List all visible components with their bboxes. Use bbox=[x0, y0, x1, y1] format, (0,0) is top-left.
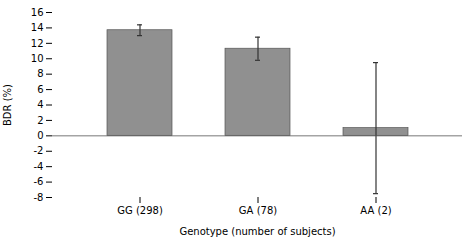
svg-text:BDR (%): BDR (%) bbox=[2, 84, 13, 126]
svg-text:0: 0 bbox=[37, 130, 43, 141]
svg-text:4: 4 bbox=[37, 99, 43, 110]
svg-text:12: 12 bbox=[31, 38, 44, 49]
svg-text:-6: -6 bbox=[34, 176, 44, 187]
svg-text:AA (2): AA (2) bbox=[360, 205, 391, 216]
svg-text:6: 6 bbox=[37, 84, 43, 95]
svg-text:16: 16 bbox=[31, 7, 44, 18]
svg-text:2: 2 bbox=[37, 115, 43, 126]
svg-text:10: 10 bbox=[31, 53, 44, 64]
svg-text:GG (298): GG (298) bbox=[117, 205, 163, 216]
svg-text:Genotype (number of subjects): Genotype (number of subjects) bbox=[179, 226, 335, 237]
svg-text:-8: -8 bbox=[34, 192, 44, 203]
svg-text:-2: -2 bbox=[34, 145, 44, 156]
svg-text:-4: -4 bbox=[34, 161, 44, 172]
svg-text:14: 14 bbox=[31, 22, 44, 33]
svg-text:GA (78): GA (78) bbox=[239, 205, 277, 216]
svg-text:8: 8 bbox=[37, 68, 43, 79]
